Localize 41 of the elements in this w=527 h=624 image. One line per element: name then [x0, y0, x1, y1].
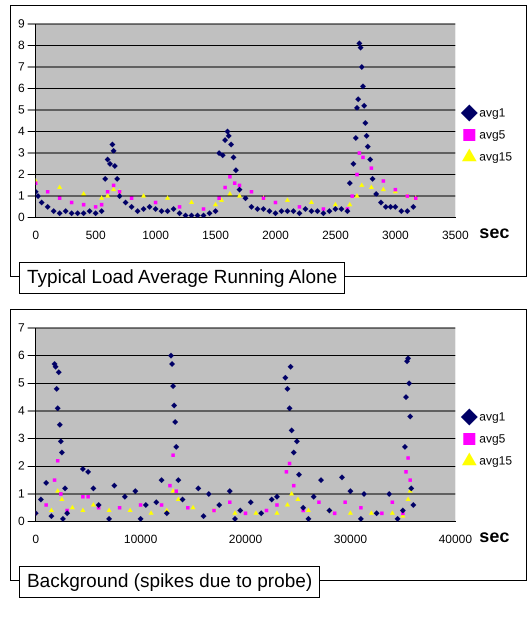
- x-tick-label: 3000: [382, 228, 410, 242]
- x-tick-label: 10000: [124, 532, 158, 546]
- text: Typical Load Average Running Alone: [19, 262, 346, 294]
- y-tick-label: 6: [18, 348, 25, 362]
- x-tick-label: 0: [32, 228, 40, 242]
- x-tick-label: 1000: [142, 228, 170, 242]
- x-tick-label: 3500: [442, 228, 469, 242]
- x-tick-label: 2000: [262, 228, 290, 242]
- x-tick-label: 1500: [202, 228, 230, 242]
- y-tick-label: 5: [18, 376, 25, 390]
- text: Background (spikes due to probe): [19, 566, 320, 598]
- legend-label: avg1: [479, 409, 506, 424]
- y-tick-label: 4: [18, 403, 25, 418]
- x-axis-title: sec: [479, 222, 510, 242]
- y-tick-label: 8: [18, 38, 25, 52]
- x-tick-label: 2500: [322, 228, 350, 242]
- y-tick-label: 1: [18, 188, 25, 202]
- y-tick-label: 9: [18, 16, 25, 30]
- x-tick-label: 500: [86, 228, 106, 242]
- y-tick-label: 7: [18, 320, 25, 334]
- y-tick-label: 3: [18, 430, 25, 445]
- y-tick-label: 7: [18, 59, 25, 74]
- y-tick-label: 4: [18, 124, 25, 138]
- legend-label: avg5: [479, 127, 506, 142]
- y-tick-label: 1: [18, 486, 25, 500]
- y-tick-label: 5: [18, 102, 25, 116]
- y-tick-label: 6: [18, 80, 25, 95]
- y-tick-label: 3: [18, 145, 25, 160]
- legend-label: avg1: [479, 105, 506, 120]
- y-tick-label: 2: [18, 458, 25, 473]
- y-tick-label: 2: [18, 166, 25, 181]
- legend-label: avg15: [479, 453, 512, 468]
- legend-label: avg5: [479, 431, 506, 446]
- x-tick-label: 20000: [228, 532, 262, 546]
- y-tick-label: 0: [18, 210, 25, 224]
- x-tick-label: 40000: [438, 532, 472, 546]
- y-tick-label: 0: [18, 514, 25, 528]
- legend-label: avg15: [479, 149, 512, 164]
- x-axis-title: sec: [479, 526, 510, 546]
- x-tick-label: 30000: [334, 532, 368, 546]
- x-tick-label: 0: [32, 532, 40, 546]
